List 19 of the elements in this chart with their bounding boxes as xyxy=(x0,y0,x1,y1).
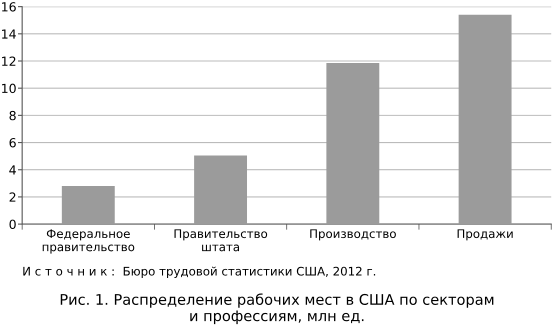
y-tick-label: 12 xyxy=(2,56,16,66)
bar xyxy=(62,186,115,224)
bar xyxy=(458,14,512,224)
y-tick-label: 10 xyxy=(2,84,16,94)
x-tick-label: Производство xyxy=(310,229,396,240)
text: И с т о ч н и к : Бюро трудовой статистики США, 2012 г. xyxy=(23,266,376,278)
x-tick-label: Федеральное правительство xyxy=(42,229,134,254)
x-tick-label: Продажи xyxy=(458,229,513,240)
y-tick-label: 0 xyxy=(9,220,16,230)
bar xyxy=(194,155,248,224)
y-tick-label: 8 xyxy=(10,110,16,120)
y-tick-label: 16 xyxy=(2,2,16,12)
bar xyxy=(326,63,380,224)
y-tick-label: 14 xyxy=(2,29,16,39)
y-tick-label: 6 xyxy=(10,138,16,148)
text: Рис. 1. Распределение рабочих мест в США по секторам и профессиям, млн ед. xyxy=(60,293,494,324)
y-tick-label: 2 xyxy=(10,192,16,202)
x-tick-label: Правительство штата xyxy=(174,229,268,252)
y-tick-label: 4 xyxy=(9,165,16,174)
